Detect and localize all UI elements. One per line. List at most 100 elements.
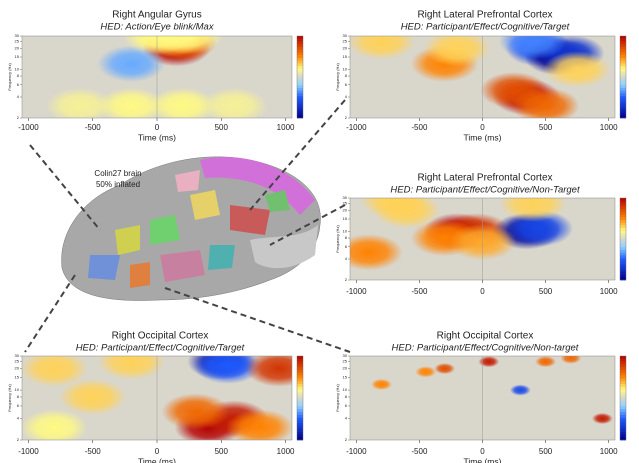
colorbar-cell bbox=[620, 277, 626, 281]
heatmap bbox=[371, 356, 613, 425]
heat-blob bbox=[591, 412, 613, 425]
heat-blob bbox=[161, 393, 230, 430]
x-tick-label: -1000 bbox=[18, 447, 39, 456]
heat-blob bbox=[535, 356, 556, 368]
panel-subtitle: HED: Participant/Effect/Cognitive/Non-ta… bbox=[392, 343, 579, 354]
colorbar-cell bbox=[620, 431, 626, 435]
colorbar-cell bbox=[297, 98, 303, 102]
y-tick-label: 20 bbox=[343, 207, 348, 212]
colorbar-cell bbox=[297, 423, 303, 427]
colorbar-cell bbox=[297, 398, 303, 402]
colorbar-cell bbox=[620, 392, 626, 396]
colorbar-cell bbox=[620, 244, 626, 248]
colorbar-cell bbox=[297, 403, 303, 407]
colorbar-cell bbox=[620, 263, 626, 267]
x-tick-label: 500 bbox=[215, 123, 229, 132]
panel-subtitle: HED: Action/Eye blink/Max bbox=[100, 22, 214, 33]
colorbar-cell bbox=[620, 77, 626, 81]
x-tick-label: 1000 bbox=[600, 123, 618, 132]
colorbar-cell bbox=[297, 426, 303, 430]
panel-subtitle: HED: Participant/Effect/Cognitive/Non-Ta… bbox=[390, 185, 580, 196]
panel-subtitle: HED: Participant/Effect/Cognitive/Target bbox=[76, 343, 245, 354]
y-tick-label: 25 bbox=[15, 359, 20, 364]
colorbar-cell bbox=[297, 36, 303, 40]
heat-blob bbox=[478, 356, 500, 368]
colorbar-cell bbox=[297, 82, 303, 86]
colorbar-cell bbox=[620, 93, 626, 97]
colorbar-cell bbox=[297, 55, 303, 59]
y-tick-label: 30 bbox=[15, 33, 20, 38]
colorbar-cell bbox=[620, 241, 626, 245]
colorbar-cell bbox=[620, 428, 626, 432]
annotation: Colin27 brain bbox=[94, 169, 141, 178]
colorbar-cell bbox=[297, 431, 303, 435]
colorbar-cell bbox=[620, 57, 626, 61]
colorbar-cell bbox=[620, 400, 626, 404]
colorbar-cell bbox=[620, 409, 626, 413]
colorbar-cell bbox=[297, 52, 303, 56]
colorbar-cell bbox=[297, 107, 303, 111]
y-tick-label: 8 bbox=[345, 235, 348, 240]
heat-blob bbox=[434, 362, 456, 375]
y-tick-label: 6 bbox=[345, 82, 348, 87]
colorbar-cell bbox=[620, 85, 626, 89]
colorbar-cell bbox=[620, 211, 626, 215]
colorbar-cell bbox=[297, 420, 303, 424]
colorbar-cell bbox=[620, 381, 626, 385]
y-tick-label: 4 bbox=[345, 94, 348, 99]
y-tick-label: 15 bbox=[343, 54, 348, 59]
colorbar-cell bbox=[297, 409, 303, 413]
colorbar-cell bbox=[620, 386, 626, 390]
colorbar-cell bbox=[620, 426, 626, 430]
colorbar-cell bbox=[297, 41, 303, 45]
y-tick-label: 25 bbox=[343, 39, 348, 44]
colorbar-cell bbox=[297, 115, 303, 119]
y-tick-label: 25 bbox=[343, 201, 348, 206]
colorbar-cell bbox=[297, 112, 303, 116]
colorbar-cell bbox=[620, 49, 626, 53]
colorbar-cell bbox=[297, 74, 303, 78]
panel-title: Right Lateral Prefrontal Cortex bbox=[417, 173, 552, 184]
heat-blob bbox=[155, 36, 223, 55]
y-tick-label: 20 bbox=[343, 45, 348, 50]
colorbar-cell bbox=[297, 93, 303, 97]
colorbar-cell bbox=[297, 386, 303, 390]
colorbar-cell bbox=[297, 364, 303, 368]
colorbar-cell bbox=[297, 85, 303, 89]
colorbar-cell bbox=[620, 36, 626, 40]
y-tick-label: 6 bbox=[17, 403, 20, 408]
colorbar-cell bbox=[620, 90, 626, 94]
colorbar-cell bbox=[620, 222, 626, 226]
y-tick-label: 15 bbox=[15, 54, 20, 59]
colorbar-cell bbox=[620, 239, 626, 243]
colorbar-cell bbox=[620, 358, 626, 362]
y-tick-label: 30 bbox=[343, 195, 348, 200]
colorbar-cell bbox=[620, 200, 626, 204]
colorbar-cell bbox=[297, 38, 303, 42]
y-tick-label: 30 bbox=[15, 353, 20, 358]
colorbar-cell bbox=[297, 389, 303, 393]
heat-blob bbox=[415, 366, 437, 378]
y-tick-label: 15 bbox=[343, 375, 348, 380]
y-tick-label: 4 bbox=[345, 416, 348, 421]
colorbar-cell bbox=[620, 423, 626, 427]
colorbar-cell bbox=[297, 44, 303, 48]
y-axis-label: Frequency (Hz) bbox=[335, 384, 340, 412]
colorbar-cell bbox=[620, 403, 626, 407]
y-axis-label: Frequency (Hz) bbox=[335, 63, 340, 91]
colorbar-cell bbox=[297, 392, 303, 396]
colorbar-cell bbox=[620, 101, 626, 105]
y-tick-label: 4 bbox=[17, 416, 20, 421]
colorbar-cell bbox=[620, 79, 626, 83]
colorbar-cell bbox=[620, 87, 626, 91]
colorbar-frame bbox=[619, 197, 627, 281]
x-tick-label: 0 bbox=[480, 287, 485, 296]
y-tick-label: 15 bbox=[343, 216, 348, 221]
heat-blob bbox=[560, 356, 582, 364]
y-tick-label: 2 bbox=[345, 437, 348, 442]
x-tick-label: -1000 bbox=[18, 123, 39, 132]
heat-blob bbox=[22, 356, 88, 387]
colorbar-cell bbox=[297, 66, 303, 70]
y-tick-label: 4 bbox=[345, 256, 348, 261]
